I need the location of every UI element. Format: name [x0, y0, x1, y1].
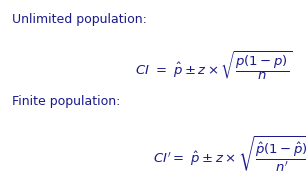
- Text: $CI' = \ \hat{p} \pm z \times \sqrt{\dfrac{\hat{p}(1-\hat{p})}{n'}} \times \dfra: $CI' = \ \hat{p} \pm z \times \sqrt{\dfr…: [153, 134, 306, 174]
- Text: Finite population:: Finite population:: [12, 95, 121, 108]
- Text: $CI \ = \ \hat{p} \pm z \times \sqrt{\dfrac{p(1-p)}{n}}$: $CI \ = \ \hat{p} \pm z \times \sqrt{\df…: [135, 50, 292, 83]
- Text: Unlimited population:: Unlimited population:: [12, 13, 147, 26]
